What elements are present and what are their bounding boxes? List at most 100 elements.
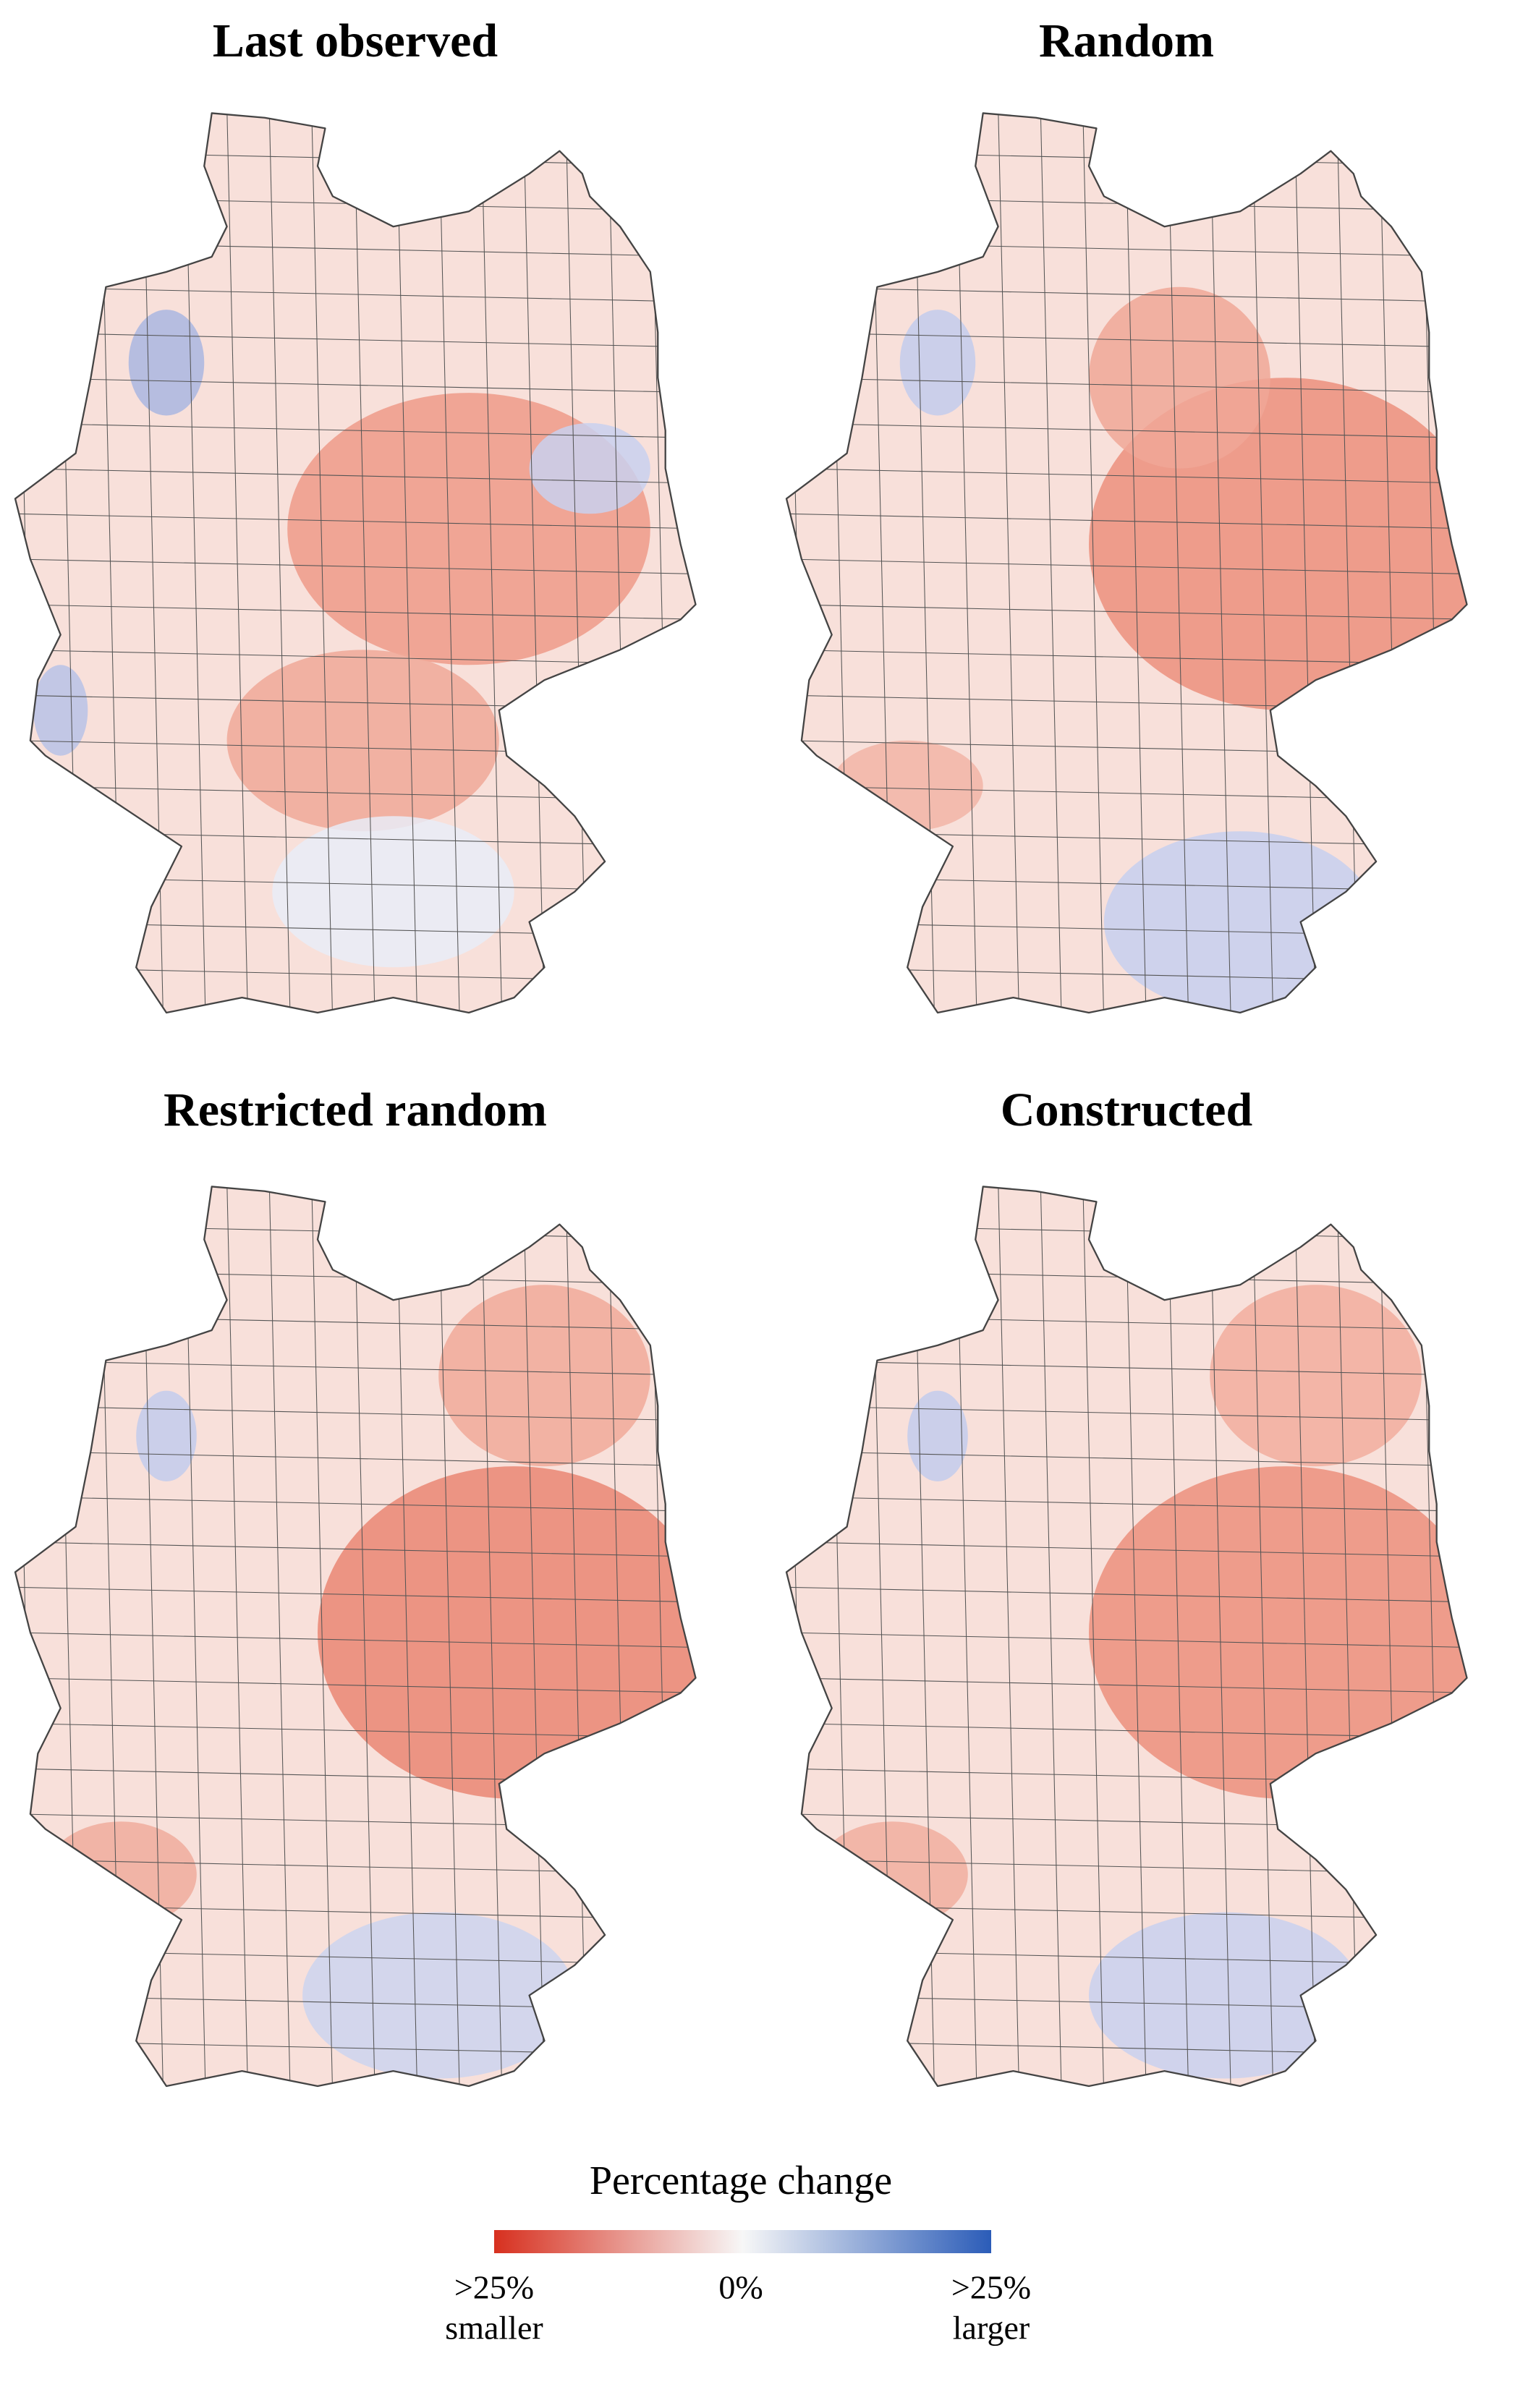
- district-border: [786, 1405, 1467, 1421]
- district-border: [438, 113, 460, 1013]
- region-shade: [226, 650, 499, 832]
- district-border: [1167, 1186, 1189, 2086]
- district-border: [786, 1541, 1467, 1558]
- district-border: [1336, 113, 1359, 1013]
- map: [785, 1186, 1468, 2088]
- map-fill: [15, 1186, 696, 2086]
- district-border: [1463, 113, 1467, 1013]
- district-border: [1040, 113, 1062, 1013]
- district-border: [692, 1186, 696, 2086]
- district-border: [786, 1224, 1467, 1241]
- district-border: [786, 1586, 1467, 1603]
- district-border: [786, 1450, 1467, 1467]
- legend-low-text: smaller: [445, 2310, 543, 2347]
- district-border: [565, 113, 587, 1013]
- region-shade: [317, 1466, 696, 1799]
- legend-title: Percentage change: [590, 2158, 892, 2203]
- region-shade: [33, 665, 88, 756]
- district-border: [786, 422, 1467, 439]
- legend-high-value: >25%: [951, 2269, 1031, 2306]
- district-border: [786, 331, 1467, 348]
- district-border: [1082, 113, 1105, 1013]
- district-border: [786, 558, 1467, 575]
- district-border: [311, 1186, 334, 2086]
- district-border: [480, 1186, 503, 2086]
- district-border: [786, 377, 1467, 393]
- district-border: [786, 1677, 1467, 1694]
- map-fill: [15, 113, 696, 1013]
- district-border: [15, 195, 696, 212]
- region-shade: [272, 816, 514, 968]
- district-border: [15, 1360, 696, 1377]
- district-border: [786, 468, 1467, 485]
- panel-title: Random: [1039, 14, 1214, 67]
- district-border: [1294, 113, 1317, 1013]
- district-border: [1209, 113, 1231, 1013]
- district-border: [15, 1586, 696, 1603]
- district-border: [786, 1269, 1467, 1285]
- map: [785, 112, 1468, 1014]
- region-shade: [1210, 1285, 1422, 1467]
- legend-mid: 0%: [718, 2269, 763, 2306]
- region-shade: [907, 1390, 968, 1481]
- district-border: [1082, 1186, 1105, 2086]
- district-border: [15, 1677, 696, 1694]
- district-border: [1040, 1186, 1062, 2086]
- region-shade: [1103, 831, 1377, 1013]
- district-border: [15, 1632, 696, 1648]
- legend-high-text: larger: [953, 2310, 1030, 2347]
- panel-title: Restricted random: [164, 1084, 547, 1136]
- district-border: [15, 113, 696, 122]
- legend-low-value: >25%: [454, 2269, 534, 2306]
- district-border: [268, 1186, 291, 2086]
- panel-title: Constructed: [1001, 1084, 1252, 1136]
- district-border: [15, 604, 696, 621]
- district-border: [786, 2085, 1467, 2086]
- district-border: [1336, 1186, 1359, 2086]
- region-shade: [45, 1821, 197, 1928]
- district-border: [786, 195, 1467, 212]
- district-border: [786, 150, 1467, 167]
- district-border: [396, 113, 418, 1013]
- region-shade: [529, 422, 650, 514]
- district-border: [226, 113, 249, 1013]
- district-border: [786, 1496, 1467, 1513]
- district-border: [786, 286, 1467, 303]
- district-border: [15, 1269, 696, 1285]
- district-border: [15, 558, 696, 575]
- district-border: [15, 1541, 696, 1558]
- region-shade: [1089, 1912, 1362, 2079]
- district-border: [786, 604, 1467, 621]
- region-shade: [438, 1285, 650, 1467]
- district-border: [786, 1012, 1467, 1013]
- map-fill: [786, 1186, 1467, 2086]
- district-border: [15, 468, 696, 485]
- region-shade: [136, 1390, 197, 1481]
- district-border: [998, 113, 1020, 1013]
- map-fill: [786, 113, 1467, 1013]
- district-border: [15, 286, 696, 303]
- district-border: [565, 1186, 587, 2086]
- region-shade: [816, 1821, 968, 1928]
- region-shade: [128, 310, 205, 416]
- district-border: [1252, 1186, 1274, 2086]
- district-border: [1294, 1186, 1317, 2086]
- district-border: [15, 377, 696, 393]
- district-border: [15, 1224, 696, 1241]
- district-border: [15, 1450, 696, 1467]
- district-border: [15, 1405, 696, 1421]
- district-border: [786, 113, 1467, 122]
- district-border: [15, 331, 696, 348]
- district-border: [268, 113, 291, 1013]
- district-border: [15, 150, 696, 167]
- district-border: [15, 2085, 696, 2086]
- district-border: [226, 1186, 249, 2086]
- district-border: [1463, 1186, 1467, 2086]
- region-shade: [302, 1912, 575, 2079]
- district-border: [1252, 113, 1274, 1013]
- district-border: [522, 113, 546, 1013]
- district-border: [786, 1186, 1467, 1195]
- district-border: [15, 1496, 696, 1513]
